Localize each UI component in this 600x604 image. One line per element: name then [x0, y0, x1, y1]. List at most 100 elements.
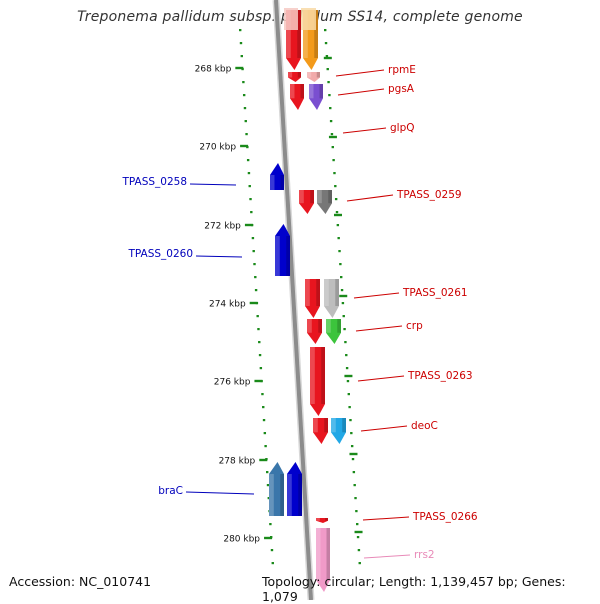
minor-tick: [254, 289, 258, 292]
gene-crp-leader: [355, 325, 403, 332]
gene-tpass-0261-label[interactable]: TPASS_0261: [402, 287, 468, 299]
minor-tick: [350, 432, 353, 435]
minor-tick: [331, 146, 334, 149]
major-tick: [344, 374, 353, 378]
gene-tpass-0258-leader: [189, 183, 237, 186]
minor-tick: [254, 276, 257, 279]
minor-tick: [357, 549, 361, 552]
minor-tick: [243, 107, 247, 110]
minor-tick: [352, 471, 356, 474]
gene-pgsa-label[interactable]: pgsA: [388, 83, 415, 95]
gene-brac-cog-arrow: [269, 462, 284, 516]
minor-tick: [340, 276, 343, 279]
minor-tick: [345, 354, 348, 357]
minor-tick: [250, 211, 253, 214]
minor-tick: [253, 263, 256, 266]
gene-tpass-0261-arrow: [305, 279, 320, 318]
gene-tpass-0260-arrow: [275, 224, 290, 276]
tick-label: 274 kbp: [209, 300, 246, 310]
gene-rrs2-arrow: [316, 528, 330, 592]
tick-label: 268 kbp: [195, 65, 232, 75]
gene-tpass-0259-leader: [346, 194, 394, 202]
gene-tpass-0266-arrow: [316, 518, 328, 523]
minor-tick: [345, 367, 349, 370]
gene-tpass-0263-label[interactable]: TPASS_0263: [407, 370, 473, 382]
gene-tpass-0261-leader: [353, 292, 400, 299]
minor-tick: [247, 172, 251, 175]
minor-tick: [334, 185, 337, 188]
minor-tick: [358, 562, 361, 565]
major-tick: [328, 135, 337, 139]
minor-tick: [329, 120, 333, 123]
gene-tpass-0260-label[interactable]: TPASS_0260: [127, 248, 193, 260]
minor-tick: [266, 484, 270, 487]
gene-labels: rpmE pgsA glpQ TPASS_0258 TPASS_0259 TPASS_02…: [121, 64, 477, 561]
minor-tick: [356, 536, 360, 539]
minor-tick: [330, 133, 334, 136]
minor-tick: [339, 263, 342, 266]
gene-brac-leader: [185, 491, 255, 495]
minor-tick: [347, 393, 350, 396]
minor-tick: [259, 367, 263, 370]
gene-tpass-0259-label[interactable]: TPASS_0259: [396, 189, 462, 201]
gene-pgsa-arrow: [288, 72, 301, 82]
minor-tick: [326, 68, 329, 71]
gene-tpass-0259-cog-arrow: [317, 190, 332, 214]
minor-tick: [258, 341, 261, 344]
minor-tick: [266, 471, 269, 474]
major-tick: [323, 56, 332, 60]
gene-brac-arrow: [287, 462, 302, 516]
major-tick: [333, 213, 342, 217]
minor-tick: [336, 224, 340, 227]
tick-label: 270 kbp: [199, 143, 236, 153]
minor-tick: [324, 42, 328, 45]
gene-tpass-0266-label[interactable]: TPASS_0266: [412, 511, 478, 523]
minor-tick: [249, 198, 252, 201]
minor-tick: [325, 55, 329, 58]
gene-crp-arrow: [307, 319, 322, 344]
major-tick: [259, 458, 268, 462]
minor-tick: [244, 120, 247, 123]
gene-tpass-0258-label[interactable]: TPASS_0258: [121, 176, 187, 188]
minor-tick: [262, 419, 266, 422]
gene-rrs2-leader: [363, 554, 411, 559]
gene-tpass-0261-cog-arrow: [324, 279, 339, 318]
gene-deoc-label[interactable]: deoC: [411, 420, 438, 432]
gene-tpass-0259-arrow: [299, 190, 314, 214]
major-tick: [235, 66, 244, 70]
gene-glpq-arrow: [290, 84, 304, 110]
minor-tick: [264, 445, 267, 448]
minor-tick: [337, 237, 340, 240]
minor-tick: [332, 159, 335, 162]
minor-tick: [258, 354, 262, 357]
minor-tick: [324, 29, 327, 32]
minor-tick: [251, 237, 255, 240]
gene-rpme-leader: [335, 69, 385, 77]
gene-tpass-0258-arrow: [270, 163, 284, 190]
tick-marks: 268 kbp 270 kbp 272 kbp 274 kbp 276 kbp 278 k…: [195, 29, 363, 565]
minor-tick: [239, 29, 242, 32]
tick-label: 276 kbp: [214, 378, 251, 388]
minor-tick: [334, 198, 338, 201]
minor-tick: [270, 549, 274, 552]
gene-rrs2-label[interactable]: rrs2: [414, 549, 435, 561]
gene-deoc-cog-arrow: [331, 418, 346, 444]
gene-brac-label[interactable]: braC: [158, 485, 183, 497]
gene-tpass-0266-leader: [362, 516, 410, 521]
gene-deoc-leader: [360, 425, 408, 432]
minor-tick: [343, 328, 346, 331]
tick-label: 278 kbp: [219, 457, 256, 467]
gene-rpme-label[interactable]: rpmE: [388, 64, 416, 76]
gene-crp-label[interactable]: crp: [406, 320, 423, 332]
minor-tick: [256, 315, 259, 318]
minor-tick: [327, 81, 330, 84]
minor-tick: [346, 380, 350, 383]
tick-label: 272 kbp: [204, 222, 241, 232]
gene-features: [269, 8, 346, 592]
gene-tpass-0263-arrow: [310, 347, 325, 416]
minor-tick: [329, 107, 332, 110]
minor-tick: [350, 445, 354, 448]
gene-glpq-label[interactable]: glpQ: [390, 122, 415, 134]
minor-tick: [340, 289, 344, 292]
